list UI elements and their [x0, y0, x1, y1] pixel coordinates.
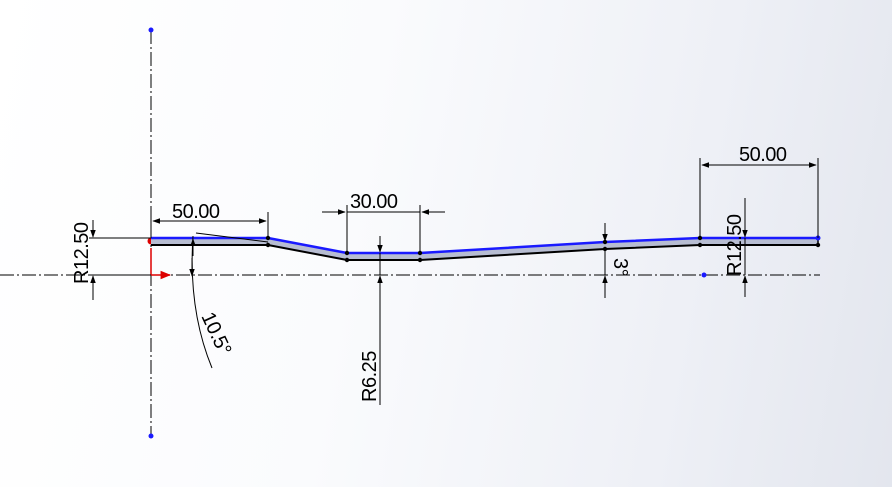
dimension-right-radius-label: R12.50: [724, 214, 746, 276]
dimension-left-length-label: 50.00: [172, 201, 220, 223]
dimension-right-length-label: 50.00: [739, 144, 787, 166]
dimension-middle-length-label: 30.00: [350, 191, 398, 213]
dimension-left-radius[interactable]: R12.50: [71, 220, 151, 300]
dimension-right-angle-label: 3°: [609, 258, 631, 276]
profile-fill: [151, 238, 818, 260]
vertical-centerline-bottom-endpoint[interactable]: [148, 433, 154, 439]
dimension-center-radius[interactable]: R6.25: [359, 236, 383, 405]
centerline-point[interactable]: [701, 272, 707, 278]
dimension-right-radius[interactable]: R12.50: [724, 198, 748, 297]
dimension-left-angle-label: 10.5°: [196, 309, 235, 359]
dimension-right-length[interactable]: 50.00: [699, 144, 819, 238]
dimension-left-radius-label: R12.50: [71, 222, 93, 284]
dimension-middle-length[interactable]: 30.00: [322, 191, 445, 253]
vertical-centerline-top-endpoint[interactable]: [148, 27, 154, 33]
dimension-right-angle[interactable]: 3°: [602, 223, 631, 298]
dimension-center-radius-label: R6.25: [359, 351, 381, 402]
dimension-left-angle[interactable]: 10.5°: [189, 232, 269, 369]
dimension-left-length[interactable]: 50.00: [150, 201, 269, 238]
